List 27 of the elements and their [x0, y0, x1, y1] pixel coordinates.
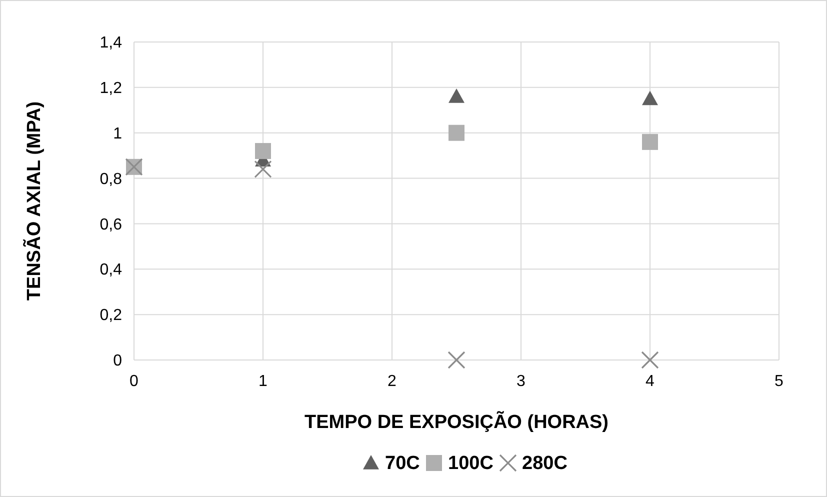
y-tick-label: 1,2 — [100, 80, 122, 98]
legend-label: 100C — [448, 453, 494, 474]
x-tick-label: 1 — [258, 373, 268, 390]
y-tick-label: 0 — [113, 352, 122, 370]
x-tick-label: 0 — [130, 373, 139, 390]
x-tick-label: 2 — [388, 373, 397, 390]
y-tick-label: 0,6 — [100, 216, 122, 234]
y-tick-label: 0,2 — [100, 307, 122, 324]
x-tick-label: 3 — [516, 373, 526, 390]
legend-label: 70C — [385, 453, 420, 474]
y-axis-title: TENSÃO AXIAL (MPA) — [23, 101, 45, 301]
point — [448, 88, 464, 103]
y-tick-label: 0,8 — [100, 170, 122, 188]
x-tick-label: 5 — [774, 373, 784, 390]
point — [641, 351, 659, 369]
y-tick-label: 1,4 — [100, 34, 122, 52]
legend-label: 280C — [522, 453, 568, 474]
x-axis-title: TEMPO DE EXPOSIÇÃO (HORAS) — [304, 411, 609, 433]
y-tick-label: 1 — [113, 125, 122, 142]
point — [255, 143, 271, 160]
x-tick-label: 4 — [646, 373, 655, 390]
point — [642, 90, 658, 106]
point — [254, 160, 272, 178]
point — [448, 351, 466, 369]
point — [448, 124, 464, 141]
point — [642, 134, 658, 150]
y-tick-label: 0,4 — [100, 262, 122, 279]
